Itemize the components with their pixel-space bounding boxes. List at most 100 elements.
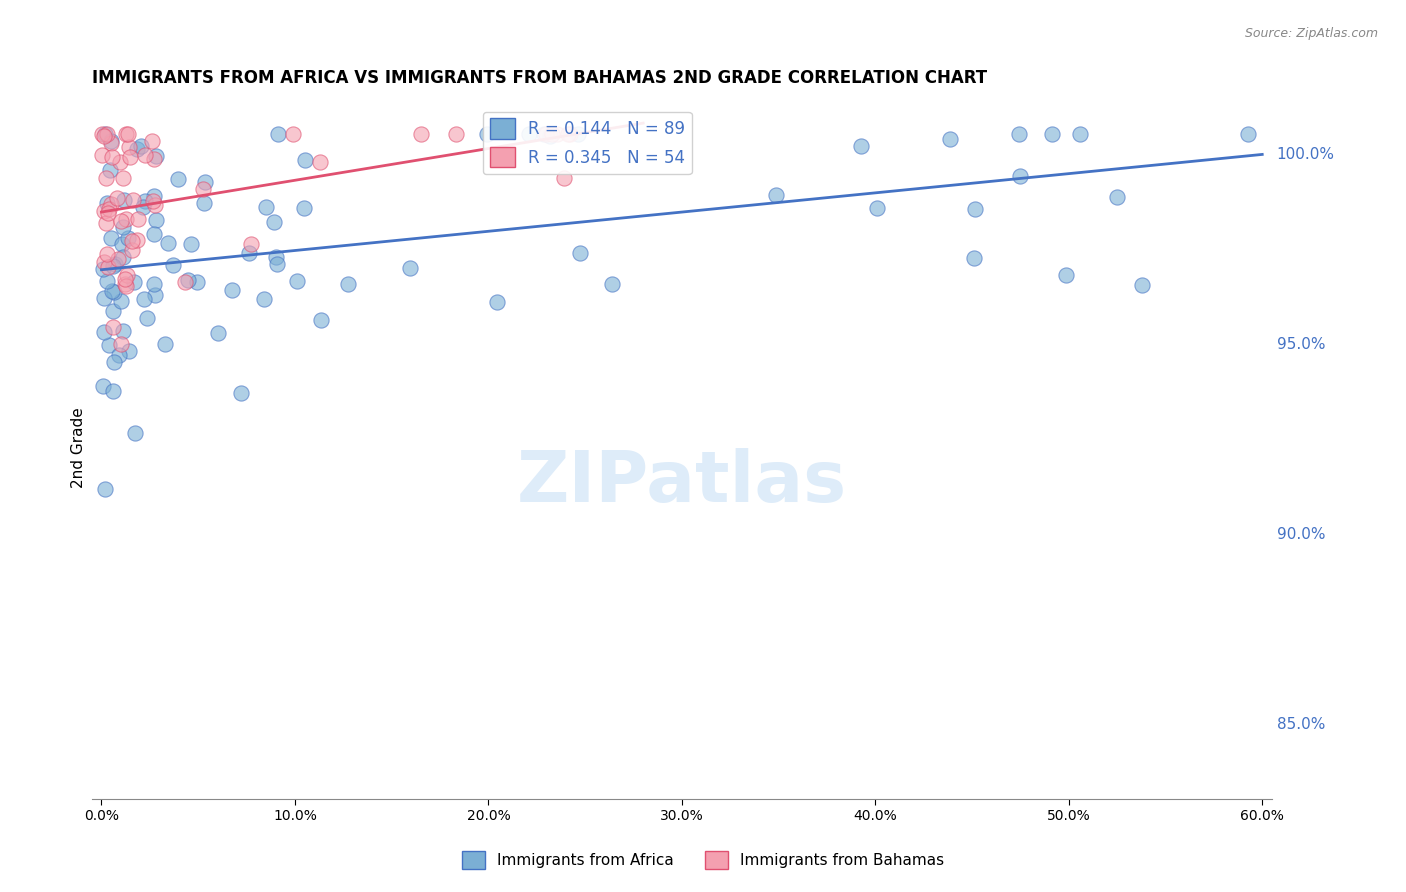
Immigrants from Africa — [98, 338, 121, 352]
Immigrants from Bahamas — [93, 128, 115, 143]
Immigrants from Africa — [111, 324, 134, 338]
Immigrants from Africa — [142, 277, 165, 291]
Immigrants from Africa — [145, 148, 167, 162]
Immigrants from Africa — [143, 188, 166, 202]
Immigrants from Africa — [145, 213, 167, 227]
Immigrants from Africa — [93, 261, 115, 276]
Immigrants from Bahamas — [97, 260, 120, 274]
Immigrants from Africa — [533, 128, 555, 142]
Immigrants from Africa — [1069, 128, 1091, 142]
Immigrants from Bahamas — [94, 216, 117, 230]
Immigrants from Africa — [104, 257, 127, 271]
Immigrants from Africa — [96, 274, 118, 288]
Immigrants from Africa — [865, 202, 887, 216]
Immigrants from Bahamas — [90, 128, 112, 142]
Immigrants from Africa — [132, 293, 155, 307]
Immigrants from Africa — [100, 135, 122, 149]
Immigrants from Africa — [98, 162, 121, 177]
Immigrants from Africa — [229, 386, 252, 401]
Immigrants from Bahamas — [308, 155, 330, 169]
Immigrants from Africa — [939, 132, 962, 146]
Immigrants from Bahamas — [546, 128, 568, 142]
Immigrants from Africa — [103, 285, 125, 299]
Immigrants from Africa — [963, 251, 986, 265]
Immigrants from Bahamas — [96, 247, 118, 261]
Immigrants from Africa — [238, 246, 260, 260]
Immigrants from Bahamas — [93, 255, 115, 269]
Immigrants from Africa — [266, 256, 288, 270]
Immigrants from Africa — [101, 284, 124, 298]
Immigrants from Bahamas — [409, 128, 432, 142]
Immigrants from Africa — [1008, 169, 1031, 184]
Immigrants from Bahamas — [115, 268, 138, 283]
Immigrants from Bahamas — [121, 235, 143, 249]
Immigrants from Bahamas — [108, 155, 131, 169]
Immigrants from Bahamas — [97, 202, 120, 217]
Immigrants from Africa — [264, 250, 287, 264]
Immigrants from Africa — [285, 274, 308, 288]
Immigrants from Bahamas — [122, 194, 145, 208]
Immigrants from Africa — [124, 275, 146, 289]
Legend: R = 0.144   N = 89, R = 0.345   N = 54: R = 0.144 N = 89, R = 0.345 N = 54 — [484, 112, 692, 174]
Immigrants from Africa — [143, 288, 166, 302]
Immigrants from Africa — [292, 201, 315, 215]
Immigrants from Africa — [94, 482, 117, 496]
Text: IMMIGRANTS FROM AFRICA VS IMMIGRANTS FROM BAHAMAS 2ND GRADE CORRELATION CHART: IMMIGRANTS FROM AFRICA VS IMMIGRANTS FRO… — [91, 69, 987, 87]
Immigrants from Bahamas — [281, 128, 304, 142]
Immigrants from Africa — [1008, 128, 1031, 142]
Immigrants from Bahamas — [101, 150, 124, 164]
Immigrants from Bahamas — [557, 128, 579, 142]
Immigrants from Bahamas — [94, 170, 117, 185]
Immigrants from Africa — [266, 128, 288, 142]
Immigrants from Africa — [103, 259, 125, 273]
Immigrants from Bahamas — [142, 194, 165, 208]
Immigrants from Africa — [167, 171, 190, 186]
Immigrants from Bahamas — [117, 128, 139, 142]
Immigrants from Africa — [294, 153, 316, 168]
Immigrants from Africa — [263, 214, 285, 228]
Immigrants from Africa — [112, 250, 135, 264]
Immigrants from Bahamas — [90, 148, 112, 162]
Immigrants from Africa — [117, 231, 139, 245]
Immigrants from Africa — [93, 291, 115, 305]
Immigrants from Africa — [134, 194, 156, 208]
Immigrants from Bahamas — [114, 211, 136, 226]
Immigrants from Bahamas — [120, 150, 142, 164]
Immigrants from Bahamas — [134, 148, 156, 162]
Immigrants from Africa — [600, 277, 623, 292]
Immigrants from Africa — [136, 310, 159, 325]
Immigrants from Bahamas — [540, 128, 562, 142]
Y-axis label: 2nd Grade: 2nd Grade — [72, 408, 86, 488]
Legend: Immigrants from Africa, Immigrants from Bahamas: Immigrants from Africa, Immigrants from … — [456, 845, 950, 875]
Immigrants from Africa — [91, 378, 114, 392]
Immigrants from Africa — [221, 283, 243, 297]
Immigrants from Bahamas — [141, 134, 163, 148]
Immigrants from Bahamas — [143, 152, 166, 166]
Immigrants from Africa — [254, 200, 277, 214]
Immigrants from Africa — [103, 355, 125, 369]
Immigrants from Africa — [111, 220, 134, 235]
Immigrants from Bahamas — [107, 252, 129, 267]
Immigrants from Africa — [132, 200, 155, 214]
Immigrants from Bahamas — [96, 128, 118, 142]
Immigrants from Africa — [177, 273, 200, 287]
Immigrants from Africa — [129, 139, 152, 153]
Immigrants from Africa — [110, 236, 132, 251]
Immigrants from Africa — [93, 325, 115, 339]
Immigrants from Africa — [1105, 190, 1128, 204]
Immigrants from Bahamas — [118, 139, 141, 153]
Immigrants from Africa — [311, 312, 333, 326]
Immigrants from Africa — [96, 195, 118, 210]
Immigrants from Bahamas — [553, 171, 575, 186]
Immigrants from Bahamas — [100, 197, 122, 211]
Immigrants from Africa — [337, 277, 360, 292]
Immigrants from Bahamas — [174, 275, 197, 289]
Immigrants from Africa — [186, 275, 208, 289]
Immigrants from Africa — [193, 196, 215, 211]
Immigrants from Africa — [538, 129, 561, 144]
Immigrants from Africa — [110, 293, 132, 308]
Immigrants from Bahamas — [115, 128, 138, 142]
Immigrants from Africa — [124, 425, 146, 440]
Immigrants from Bahamas — [110, 336, 132, 351]
Immigrants from Africa — [112, 194, 135, 208]
